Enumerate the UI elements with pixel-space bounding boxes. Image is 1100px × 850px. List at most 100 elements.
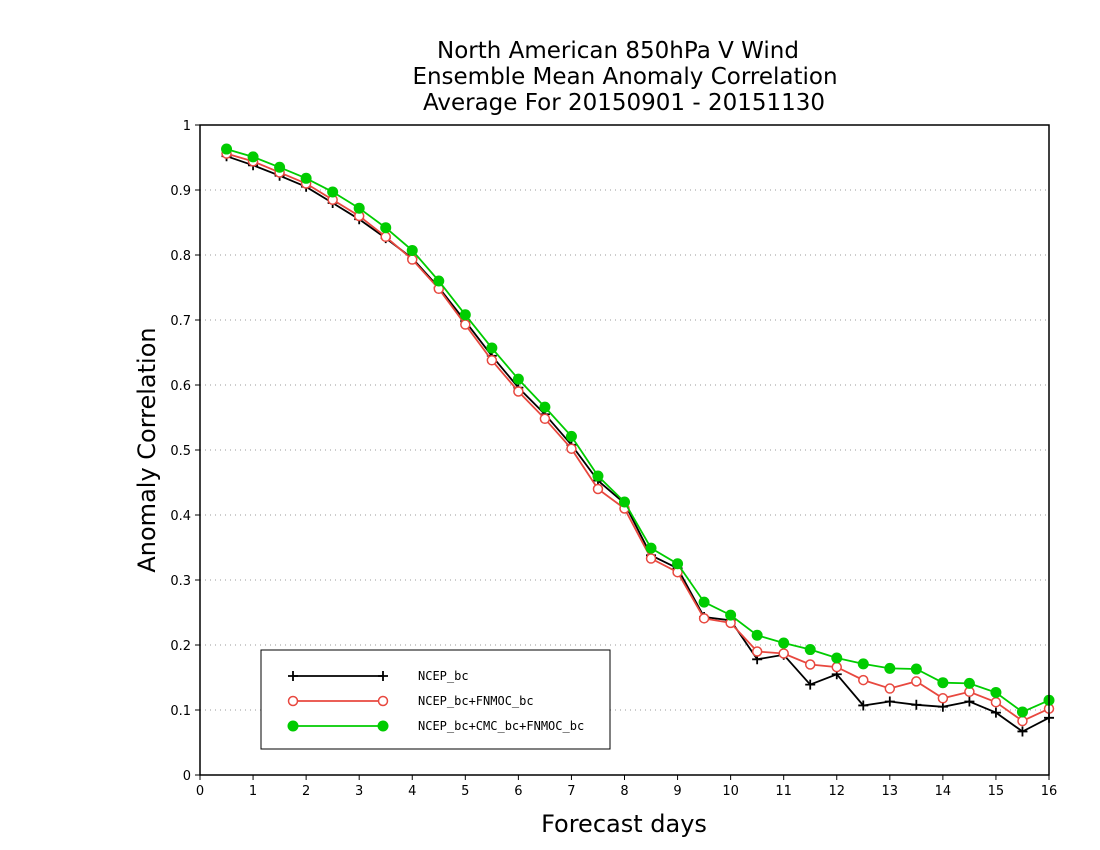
legend-marker: [377, 720, 389, 732]
y-axis-ticks: 0 0.1 0.2 0.3 0.4 0.5 0.6 0.7 0.8 0.9 1: [170, 119, 200, 784]
data-point: [911, 699, 922, 710]
data-point: [990, 707, 1001, 718]
x-tick-label: 12: [828, 784, 845, 799]
x-tick-label: 4: [408, 784, 416, 799]
data-point: [804, 659, 816, 670]
x-tick-label: 2: [302, 784, 310, 799]
data-point: [884, 696, 895, 707]
x-tick-label: 0: [196, 784, 204, 799]
data-point: [512, 373, 524, 385]
x-tick-label: 16: [1041, 784, 1058, 799]
chart-title-line-2: Ensemble Mean Anomaly Correlation: [412, 64, 837, 90]
x-axis-ticks: 0 1 2 3 4 5 6 7 8 9 10 11 12 13 14 15 16: [196, 775, 1057, 799]
data-point: [592, 483, 604, 495]
data-point: [858, 700, 869, 711]
data-point: [486, 342, 498, 354]
y-tick-label: 0.5: [170, 444, 191, 459]
data-point: [221, 143, 233, 155]
data-point: [937, 693, 949, 704]
x-tick-label: 11: [775, 784, 792, 799]
data-point: [911, 676, 922, 687]
data-point: [964, 696, 975, 707]
legend-marker: [287, 695, 299, 707]
chart-title-line-3: Average For 20150901 - 20151130: [423, 90, 825, 116]
data-point: [858, 674, 869, 686]
x-tick-label: 14: [935, 784, 952, 799]
data-point: [778, 648, 789, 659]
series-line: [226, 148, 1050, 714]
x-tick-label: 13: [882, 784, 899, 799]
y-tick-label: 0.3: [170, 574, 191, 589]
data-point: [300, 172, 312, 184]
legend-label: NCEP_bc+FNMOC_bc: [418, 694, 534, 708]
data-point: [645, 553, 657, 564]
data-point: [459, 309, 471, 321]
y-tick-label: 0.2: [170, 639, 191, 654]
x-axis-title: Forecast days: [541, 810, 707, 838]
data-point: [407, 254, 418, 265]
x-tick-label: 9: [673, 784, 681, 799]
legend-label: NCEP_bc+CMC_bc+FNMOC_bc: [418, 719, 584, 733]
data-point: [380, 231, 391, 243]
data-point: [274, 161, 286, 173]
legend: NCEP_bc NCEP_bc+FNMOC_bc NCEP_bc+CMC_bc+FN…: [260, 649, 611, 750]
x-tick-label: 15: [988, 784, 1005, 799]
legend-box: [260, 649, 611, 750]
data-point: [805, 679, 816, 690]
y-axis-title: Anomaly Correlation: [133, 327, 161, 572]
series-1: [221, 151, 1054, 737]
data-point: [831, 661, 842, 673]
data-point: [539, 401, 551, 413]
grid-lines: [200, 189, 1049, 711]
legend-marker: [288, 671, 298, 681]
data-point: [751, 646, 763, 657]
x-tick-label: 10: [722, 784, 739, 799]
y-tick-label: 0.6: [170, 379, 191, 394]
legend-label: NCEP_bc: [418, 669, 469, 683]
series-line: [226, 152, 1050, 723]
data-point: [433, 275, 445, 287]
data-point: [963, 677, 975, 689]
legend-marker: [377, 695, 389, 707]
legend-marker: [287, 720, 299, 732]
data-point: [353, 202, 365, 214]
data-point: [884, 662, 896, 674]
data-point: [725, 609, 737, 621]
data-point: [937, 677, 949, 689]
data-point: [592, 470, 604, 482]
x-tick-label: 3: [355, 784, 363, 799]
y-tick-label: 0.8: [170, 249, 191, 264]
data-point: [460, 319, 471, 330]
data-point: [857, 658, 869, 670]
x-tick-label: 5: [461, 784, 469, 799]
data-point: [910, 663, 922, 675]
data-point: [751, 629, 763, 641]
y-tick-label: 0.7: [170, 314, 191, 329]
data-point: [247, 151, 259, 163]
data-point: [406, 244, 418, 256]
data-point: [698, 613, 710, 624]
y-tick-label: 0.9: [170, 184, 191, 199]
data-point: [486, 355, 498, 366]
data-point: [1016, 706, 1028, 718]
data-point: [1017, 715, 1028, 727]
data-point: [804, 644, 816, 656]
y-tick-label: 0: [183, 769, 191, 784]
data-point: [327, 186, 339, 198]
y-tick-label: 0.1: [170, 704, 191, 719]
series-layer: [221, 143, 1055, 737]
chart-title-line-1: North American 850hPa V Wind: [437, 38, 799, 64]
x-tick-label: 6: [514, 784, 522, 799]
data-point: [513, 386, 524, 397]
data-point: [990, 686, 1002, 698]
data-point: [645, 542, 657, 554]
y-tick-label: 1: [183, 119, 191, 134]
data-point: [672, 558, 684, 570]
data-point: [778, 637, 790, 649]
series-2: [221, 148, 1055, 727]
x-tick-label: 7: [567, 784, 575, 799]
data-point: [990, 696, 1002, 708]
data-point: [1017, 726, 1028, 737]
x-tick-label: 8: [620, 784, 628, 799]
